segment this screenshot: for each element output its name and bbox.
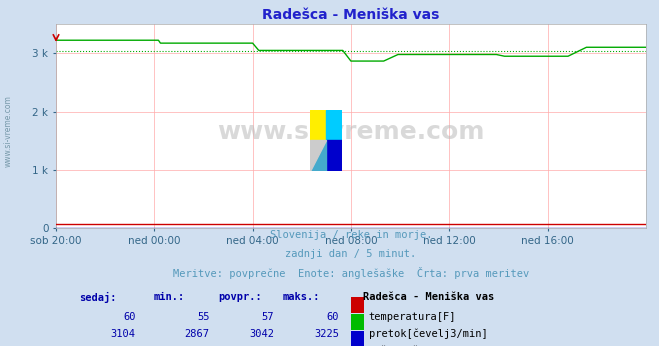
FancyBboxPatch shape xyxy=(351,297,364,313)
Text: 3104: 3104 xyxy=(111,329,136,339)
Text: Radešca - Meniška vas: Radešca - Meniška vas xyxy=(362,292,494,302)
Text: pretok[čevelj3/min]: pretok[čevelj3/min] xyxy=(368,329,488,339)
Text: Meritve: povprečne  Enote: anglešaške  Črta: prva meritev: Meritve: povprečne Enote: anglešaške Črt… xyxy=(173,267,529,279)
Text: Slovenija / reke in morje.: Slovenija / reke in morje. xyxy=(270,230,432,240)
Text: www.si-vreme.com: www.si-vreme.com xyxy=(217,120,484,144)
Title: Radešca - Meniška vas: Radešca - Meniška vas xyxy=(262,8,440,22)
Text: 3042: 3042 xyxy=(249,329,274,339)
Text: 3225: 3225 xyxy=(314,329,339,339)
Text: 60: 60 xyxy=(123,312,136,321)
Text: 55: 55 xyxy=(197,312,210,321)
Text: 57: 57 xyxy=(262,312,274,321)
Text: 2867: 2867 xyxy=(185,329,210,339)
Text: maks.:: maks.: xyxy=(283,292,320,302)
Text: povpr.:: povpr.: xyxy=(218,292,262,302)
Text: www.si-vreme.com: www.si-vreme.com xyxy=(3,95,13,167)
Text: min.:: min.: xyxy=(154,292,185,302)
Text: 60: 60 xyxy=(327,312,339,321)
Text: temperatura[F]: temperatura[F] xyxy=(368,312,456,321)
FancyBboxPatch shape xyxy=(351,331,364,346)
FancyBboxPatch shape xyxy=(351,314,364,330)
Text: zadnji dan / 5 minut.: zadnji dan / 5 minut. xyxy=(285,248,416,258)
Text: sedaj:: sedaj: xyxy=(80,292,117,303)
